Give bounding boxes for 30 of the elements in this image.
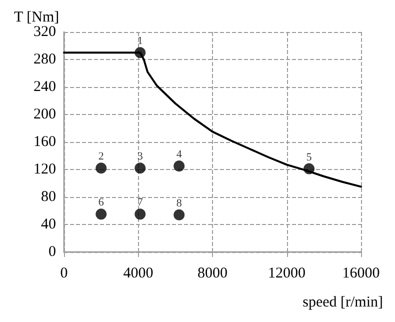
annotation: 1	[137, 35, 143, 48]
x-axis-title: speed [r/min]	[302, 294, 383, 310]
annotation: 7	[137, 196, 144, 209]
x-tick-label: 0	[60, 266, 68, 282]
point	[96, 208, 107, 220]
y-tick-label: 200	[34, 106, 56, 122]
y-tick-label: 120	[34, 162, 56, 178]
y-tick-label: 40	[41, 216, 56, 232]
annotation: 5	[306, 151, 312, 164]
point	[96, 162, 107, 174]
y-tick-label: 160	[34, 134, 56, 150]
annotation: 2	[98, 150, 104, 163]
annotation: 6	[98, 196, 104, 209]
y-tick-label: 280	[34, 52, 56, 68]
point	[174, 209, 185, 220]
point	[134, 208, 146, 220]
x-tick-label: 12000	[268, 266, 306, 282]
annotation: 4	[176, 148, 182, 161]
x-tick-label: 4000	[123, 266, 154, 282]
point	[174, 160, 185, 172]
y-tick-label: 320	[34, 24, 56, 40]
annotation: 8	[176, 197, 182, 210]
annotation: 3	[137, 150, 144, 163]
y-axis-title: T [Nm]	[14, 10, 60, 26]
point	[134, 162, 146, 174]
x-tick-label: 16000	[342, 266, 380, 282]
x-tick-label: 8000	[198, 266, 228, 282]
y-tick-label: 0	[48, 244, 56, 260]
y-tick-label: 240	[34, 79, 56, 95]
y-tick-label: 80	[41, 189, 56, 205]
